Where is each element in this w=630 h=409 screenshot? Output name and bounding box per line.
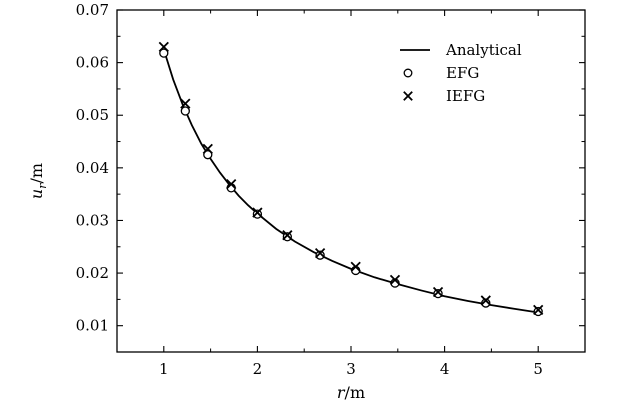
iefg-point <box>432 286 444 298</box>
iefg-point-stroke-b <box>226 179 237 190</box>
y-tick-label-0.03: 0.03 <box>76 211 109 229</box>
x-axis-label-unit: /m <box>345 383 366 402</box>
efg-point <box>481 298 491 308</box>
y-tick-label-0.04: 0.04 <box>76 159 109 177</box>
legend-label-analytical: Analytical <box>445 41 522 59</box>
iefg-point-stroke-b <box>314 247 326 259</box>
iefg-point <box>180 98 191 109</box>
x-tick-label-1: 1 <box>159 360 169 378</box>
efg-point <box>282 232 293 242</box>
iefg-point-stroke-b <box>282 230 293 241</box>
series-layer <box>158 41 544 317</box>
y-axis-label-sub: r <box>36 183 49 189</box>
x-tick-label-3: 3 <box>346 360 356 378</box>
legend-item-iefg: IEFG <box>403 87 485 105</box>
y-tick-label-0.05: 0.05 <box>76 106 109 124</box>
efg-point <box>159 48 169 58</box>
legend-label-efg: EFG <box>446 64 479 82</box>
ticks-layer: 1 2 3 4 5 0.01 0.02 0.03 0.04 0.05 0.06 0.07 <box>76 1 586 378</box>
iefg-point <box>314 247 326 259</box>
x-axis-label: r/m <box>337 383 365 402</box>
iefg-point <box>480 295 491 306</box>
legend-cross-b <box>403 91 413 101</box>
x-tick-label-2: 2 <box>253 360 263 378</box>
y-tick-label-0.02: 0.02 <box>76 264 109 282</box>
y-axis-label-var: u <box>27 189 46 199</box>
x-tick-label-4: 4 <box>440 360 450 378</box>
iefg-point <box>533 304 544 316</box>
iefg-point <box>226 179 237 190</box>
legend-circle-swatch <box>403 68 413 78</box>
iefg-point <box>389 274 401 286</box>
iefg-point <box>252 207 263 218</box>
y-tick-label-0.06: 0.06 <box>76 54 109 72</box>
iefg-point-stroke-b <box>389 274 401 286</box>
x-tick-label-5: 5 <box>533 360 543 378</box>
iefg-point <box>282 230 293 241</box>
iefg-point-stroke-b <box>202 143 213 155</box>
legend-item-efg: EFG <box>403 64 479 82</box>
plot-frame <box>116 9 586 353</box>
iefg-point-stroke-b <box>252 207 263 218</box>
efg-point <box>315 250 325 260</box>
legend-item-analytical: Analytical <box>400 41 522 59</box>
efg-point <box>433 288 443 299</box>
iefg-point-stroke-b <box>158 41 169 52</box>
efg-point <box>203 150 213 160</box>
legend: Analytical EFG IEFG <box>400 41 522 105</box>
iefg-point <box>202 143 213 155</box>
y-tick-label-0.07: 0.07 <box>76 1 109 19</box>
iefg-point-stroke-b <box>432 286 444 298</box>
x-axis-label-var: r <box>337 383 346 402</box>
y-axis-label-unit: /m <box>27 163 46 184</box>
iefg-point <box>158 41 169 52</box>
iefg-point <box>350 261 361 272</box>
legend-label-iefg: IEFG <box>446 87 485 105</box>
efg-point <box>252 209 263 219</box>
iefg-point-stroke-b <box>533 304 544 316</box>
efg-point <box>180 106 190 116</box>
legend-cross-swatch <box>403 91 413 101</box>
y-tick-label-0.01: 0.01 <box>76 317 109 335</box>
iefg-point-stroke-b <box>180 98 191 109</box>
iefg-point-stroke-b <box>480 295 491 306</box>
y-axis-label: ur/m <box>27 163 49 199</box>
efg-point <box>533 306 543 317</box>
iefg-point-stroke-b <box>350 261 361 272</box>
series-iefg <box>158 41 544 316</box>
